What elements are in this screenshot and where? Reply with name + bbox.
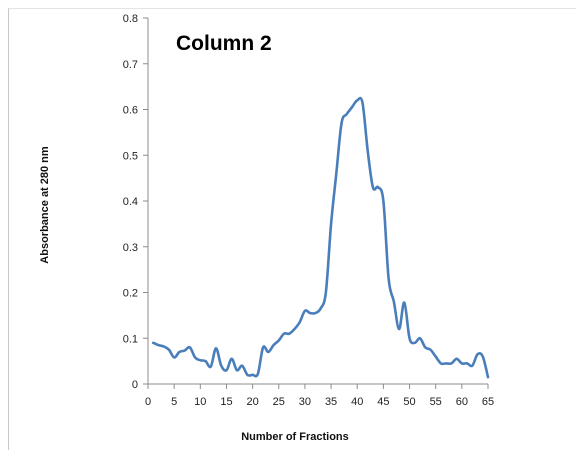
data-point	[435, 356, 437, 358]
data-point	[226, 369, 228, 371]
data-point	[210, 366, 212, 368]
data-point	[362, 102, 364, 104]
data-point	[440, 363, 442, 365]
data-point	[419, 337, 421, 339]
x-tick-label: 60	[456, 396, 468, 408]
x-axis-title: Number of Fractions	[241, 431, 349, 443]
data-point	[215, 348, 217, 350]
data-point	[257, 373, 259, 375]
data-point	[398, 328, 400, 330]
data-point	[472, 365, 474, 367]
data-point	[445, 363, 447, 365]
x-tick-label: 0	[145, 396, 151, 408]
data-point	[404, 302, 406, 304]
data-point	[330, 223, 332, 225]
y-tick-label: 0.4	[123, 196, 138, 208]
data-point	[372, 186, 374, 188]
data-point	[456, 358, 458, 360]
data-point	[383, 200, 385, 202]
y-tick-label: 0.8	[123, 13, 138, 25]
data-point	[320, 308, 322, 310]
data-point	[273, 344, 275, 346]
data-point	[341, 122, 343, 124]
data-point	[414, 342, 416, 344]
y-tick-label: 0.6	[123, 105, 138, 117]
data-point	[200, 359, 202, 361]
data-point	[179, 351, 181, 353]
x-tick-label: 30	[299, 396, 311, 408]
data-point	[482, 356, 484, 358]
data-point	[158, 344, 160, 346]
series-group	[151, 96, 490, 379]
data-point	[247, 374, 249, 376]
data-point	[477, 353, 479, 355]
x-tick-label: 20	[246, 396, 258, 408]
x-tick-label: 45	[377, 396, 389, 408]
y-tick-label: 0.7	[123, 59, 138, 71]
y-tick-label: 0.2	[123, 288, 138, 300]
data-point	[283, 333, 285, 335]
chart-frame	[8, 8, 576, 450]
data-point	[241, 365, 243, 367]
data-point	[325, 292, 327, 294]
data-point	[487, 376, 489, 378]
y-tick-label: 0.5	[123, 150, 138, 162]
data-point	[194, 357, 196, 359]
data-point	[220, 365, 222, 367]
data-point	[163, 346, 165, 348]
y-axis-ticks: 0 0.1 0.2 0.3 0.4 0.5 0.6 0.7 0.8	[123, 13, 148, 391]
data-point	[351, 106, 353, 108]
data-point	[252, 374, 254, 376]
data-point	[184, 350, 186, 352]
x-tick-label: 50	[403, 396, 415, 408]
series-line	[151, 96, 490, 379]
y-tick-label: 0.3	[123, 242, 138, 254]
data-point	[409, 337, 411, 339]
x-tick-label: 10	[194, 396, 206, 408]
data-point	[393, 301, 395, 303]
y-tick-label: 0.1	[123, 333, 138, 345]
data-point	[294, 328, 296, 330]
x-tick-label: 15	[220, 396, 232, 408]
data-point	[388, 278, 390, 280]
data-point	[315, 312, 317, 314]
x-tick-label: 35	[325, 396, 337, 408]
x-tick-label: 5	[171, 396, 177, 408]
axes	[147, 18, 488, 385]
y-axis-title: Absorbance at 280 nm	[39, 146, 51, 264]
data-point	[377, 186, 379, 188]
data-point	[268, 351, 270, 353]
chart-title: Column 2	[176, 32, 272, 55]
data-point	[168, 349, 170, 351]
data-point	[288, 333, 290, 335]
data-point	[356, 100, 358, 102]
x-tick-label: 55	[430, 396, 442, 408]
data-point	[299, 321, 301, 323]
data-point	[205, 360, 207, 362]
data-point	[152, 342, 154, 344]
data-point	[336, 173, 338, 175]
data-point	[346, 113, 348, 115]
data-point	[309, 312, 311, 314]
data-point	[461, 363, 463, 365]
data-point	[173, 357, 175, 359]
data-point	[262, 347, 264, 349]
data-point	[304, 310, 306, 312]
data-point	[430, 349, 432, 351]
data-point	[189, 347, 191, 349]
data-point	[367, 150, 369, 152]
data-point	[451, 363, 453, 365]
data-point	[424, 347, 426, 349]
data-point	[466, 363, 468, 365]
x-tick-label: 25	[273, 396, 285, 408]
data-point	[231, 358, 233, 360]
x-tick-label: 65	[482, 396, 494, 408]
x-tick-label: 40	[351, 396, 363, 408]
y-tick-label: 0	[132, 379, 138, 391]
data-point	[236, 369, 238, 371]
data-point	[278, 340, 280, 342]
x-axis-ticks: 0 5 10 15 20 25 30 35 40 45 50 55 60 65	[145, 384, 494, 408]
